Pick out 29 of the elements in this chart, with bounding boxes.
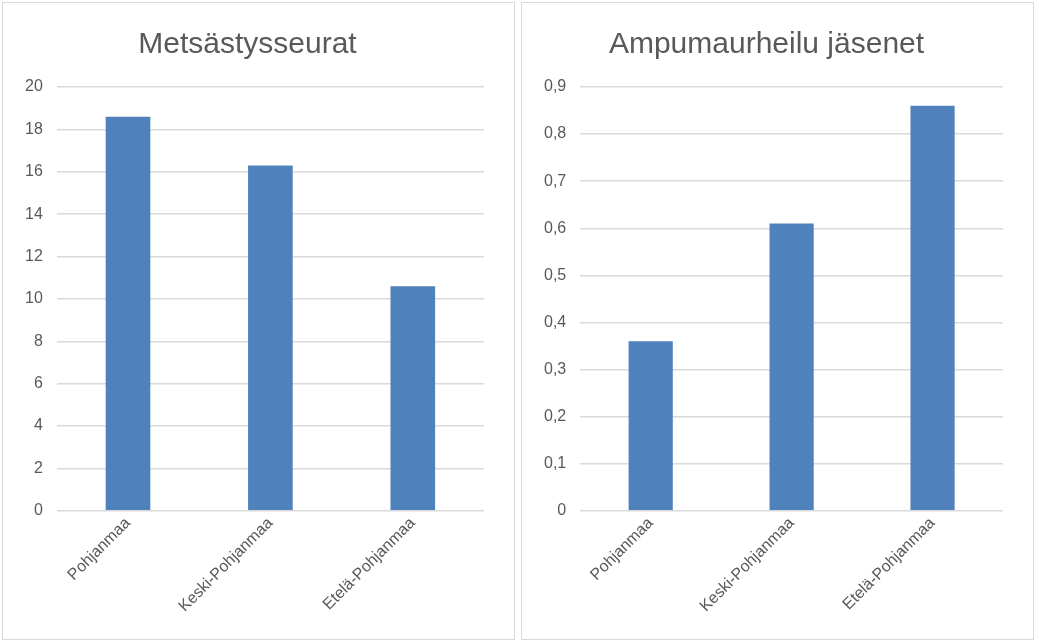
y-tick-label: 0,8 xyxy=(543,124,567,142)
y-tick-label: 0,5 xyxy=(543,265,567,283)
y-tick-label: 0,3 xyxy=(543,359,567,377)
bar xyxy=(248,165,293,510)
y-tick-label: 0,6 xyxy=(543,218,567,236)
bar xyxy=(390,286,436,510)
y-tick-label: 8 xyxy=(33,331,43,349)
y-tick-label: 0,7 xyxy=(543,171,567,189)
y-tick-label: 6 xyxy=(33,374,43,392)
y-tick-label: 4 xyxy=(33,416,43,434)
y-tick-label: 20 xyxy=(25,77,43,95)
bar xyxy=(910,105,955,510)
y-tick-label: 10 xyxy=(25,289,43,307)
bar xyxy=(628,341,673,510)
y-tick-label: 12 xyxy=(25,246,43,264)
y-tick-label: 0,4 xyxy=(543,312,567,330)
y-tick-label: 0 xyxy=(557,501,567,519)
y-tick-label: 18 xyxy=(25,119,43,137)
y-tick-label: 0 xyxy=(33,501,43,519)
bar xyxy=(105,116,151,510)
y-tick-label: 14 xyxy=(25,204,43,222)
y-tick-label: 16 xyxy=(25,162,43,180)
y-tick-label: 0,9 xyxy=(543,77,567,95)
y-tick-label: 0,1 xyxy=(543,454,567,472)
bar xyxy=(769,223,814,510)
y-tick-label: 2 xyxy=(33,458,43,476)
y-tick-label: 0,2 xyxy=(543,406,567,424)
chart-title: Ampumaurheilu jäsenet xyxy=(608,26,925,60)
chart-title: Metsästysseurat xyxy=(138,26,358,60)
